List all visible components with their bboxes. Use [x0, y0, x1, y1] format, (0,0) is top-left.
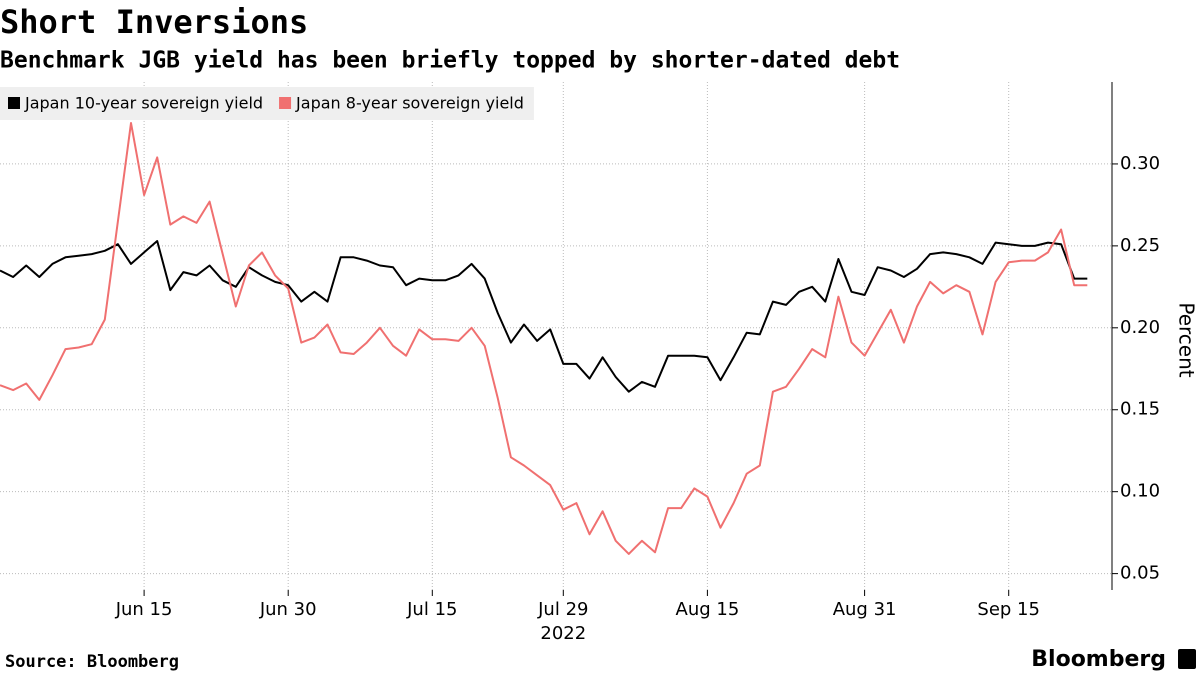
- brand-icon: [1178, 649, 1196, 669]
- series-line: [0, 240, 1088, 393]
- x-tick-label: Jun 15: [115, 599, 173, 620]
- y-tick-label: 0.20: [1120, 317, 1160, 338]
- y-axis-label: Percent: [1175, 302, 1199, 377]
- brand: Bloomberg: [1031, 647, 1166, 672]
- chart-title: Short Inversions: [0, 3, 308, 41]
- legend-swatch: [279, 97, 292, 109]
- legend: Japan 10-year sovereign yield Japan 8-yea…: [0, 87, 534, 120]
- source: Source: Bloomberg: [5, 652, 179, 672]
- x-tick-label: Jul 29: [537, 599, 588, 620]
- x-tick-label: Sep 15: [977, 599, 1040, 620]
- y-tick-label: 0.30: [1120, 153, 1160, 174]
- legend-swatch: [8, 97, 20, 109]
- y-tick-label: 0.05: [1120, 563, 1160, 584]
- legend-background: [0, 87, 534, 120]
- y-tick-label: 0.10: [1120, 481, 1160, 502]
- x-year-label: 2022: [540, 623, 586, 644]
- x-tick-label: Aug 15: [676, 599, 740, 620]
- chart-subtitle: Benchmark JGB yield has been briefly top…: [0, 48, 900, 74]
- legend-label: Japan 8-year sovereign yield: [295, 94, 524, 113]
- legend-label: Japan 10-year sovereign yield: [24, 94, 263, 113]
- x-tick-label: Jun 30: [259, 599, 317, 620]
- series-line: [0, 122, 1088, 555]
- y-tick-label: 0.25: [1120, 235, 1160, 256]
- y-tick-label: 0.15: [1120, 399, 1160, 420]
- x-tick-label: Aug 31: [833, 599, 897, 620]
- x-tick-label: Jul 15: [406, 599, 457, 620]
